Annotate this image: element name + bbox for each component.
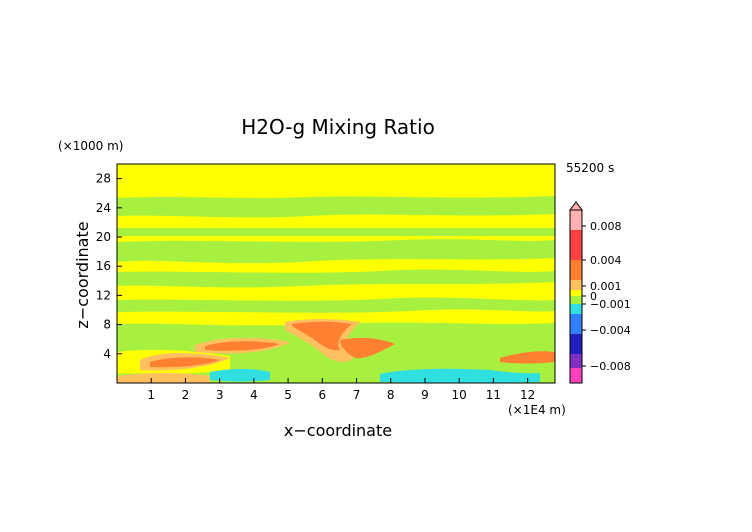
x-tick-label: 1 — [147, 388, 155, 402]
x-tick-label: 6 — [318, 388, 326, 402]
time-label: 55200 s — [566, 161, 614, 175]
y-axis-label: z−coordinate — [73, 221, 92, 328]
x-tick-label: 4 — [250, 388, 258, 402]
orange-surface-strip — [117, 373, 210, 383]
orange-blob-right — [500, 351, 555, 364]
colorbar-seg-11 — [570, 368, 582, 383]
cyan-near-surface — [380, 368, 540, 383]
colorbar-seg-2 — [570, 230, 582, 260]
x-tick-label: 10 — [452, 388, 467, 402]
x-unit-label: (×1E4 m) — [508, 403, 566, 417]
colorbar-seg-5 — [570, 290, 582, 296]
y-tick-label: 12 — [96, 288, 111, 302]
colorbar-tick-label: −0.008 — [590, 360, 631, 373]
x-axis-label: x−coordinate — [284, 421, 392, 440]
x-tick-label: 2 — [182, 388, 190, 402]
colorbar-seg-9 — [570, 334, 582, 354]
x-tick-label: 9 — [421, 388, 429, 402]
green-band-mid-2 — [117, 239, 555, 264]
green-band-mid-3 — [117, 269, 555, 288]
colorbar-arrow — [569, 201, 583, 211]
heatmap-field — [117, 164, 555, 383]
orange-blob-center-left-core — [205, 341, 280, 351]
colorbar-seg-8 — [570, 314, 582, 334]
colorbar-seg-10 — [570, 354, 582, 368]
x-tick-label: 12 — [520, 388, 535, 402]
orange-blob-left-core — [150, 357, 220, 368]
y-unit-label: (×1000 m) — [58, 139, 123, 153]
colorbar — [569, 201, 583, 384]
x-tick-label: 7 — [353, 388, 361, 402]
colorbar-seg-4 — [570, 280, 582, 290]
colorbar-seg-3 — [570, 260, 582, 280]
orange-plume-center-core — [292, 321, 352, 351]
x-tick-label: 5 — [284, 388, 292, 402]
colorbar-tick-label: 0 — [590, 290, 597, 303]
orange-plume-right — [340, 337, 395, 359]
colorbar-tick-label: 0.008 — [590, 220, 622, 233]
yellow-band-low — [117, 309, 555, 326]
green-band-upper — [117, 196, 555, 218]
y-tick-label: 4 — [103, 347, 111, 361]
x-tick-label: 3 — [216, 388, 224, 402]
y-tick-label: 8 — [103, 318, 111, 332]
chart-title: H2O-g Mixing Ratio — [241, 115, 435, 139]
green-band-mid-1 — [117, 228, 555, 236]
y-tick-label: 20 — [96, 230, 111, 244]
colorbar-tick-label: 0.001 — [590, 280, 622, 293]
colorbar-tick-label: −0.004 — [590, 324, 631, 337]
x-tick-label: 8 — [387, 388, 395, 402]
cyan-patch-left — [210, 369, 270, 382]
colorbar-tick-label: 0.004 — [590, 254, 622, 267]
colorbar-tick-label: −0.001 — [590, 298, 631, 311]
y-tick-label: 28 — [96, 172, 111, 186]
y-tick-label: 24 — [96, 201, 111, 215]
colorbar-seg-7 — [570, 304, 582, 314]
y-tick-label: 16 — [96, 259, 111, 273]
colorbar-seg-1 — [570, 210, 582, 230]
colorbar-seg-6 — [570, 296, 582, 304]
x-tick-label: 11 — [486, 388, 501, 402]
plot-frame — [116, 163, 556, 384]
